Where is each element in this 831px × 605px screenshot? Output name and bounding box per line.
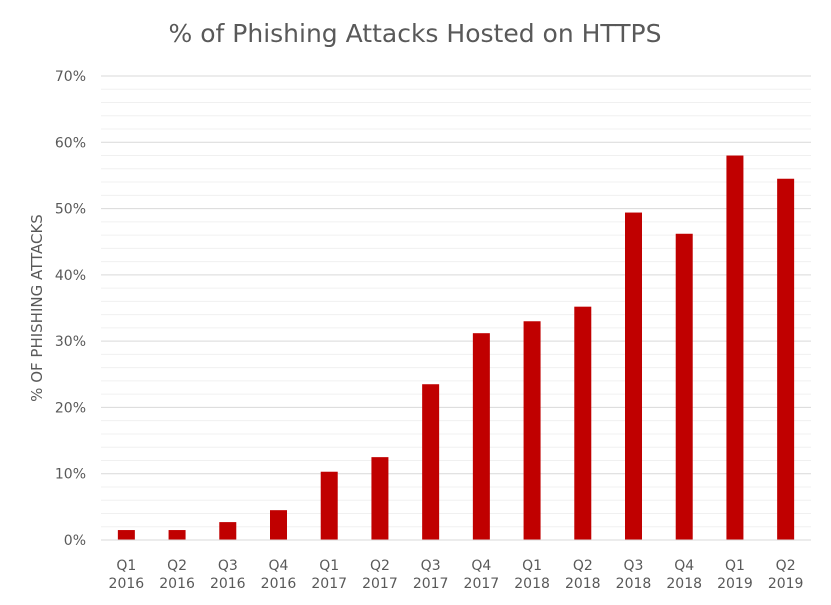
- y-tick-label: 60%: [55, 135, 86, 151]
- bar: [422, 384, 440, 540]
- x-tick-label: Q4 2017: [464, 558, 500, 592]
- x-tick-label: Q1 2018: [514, 558, 550, 592]
- x-tick-label: Q1 2019: [717, 558, 753, 592]
- y-axis-ticks: 0% 10% 20% 30% 40% 50% 60% 70%: [55, 69, 86, 549]
- x-tick-label: Q3 2018: [616, 558, 652, 592]
- bar: [270, 510, 287, 540]
- bar: [777, 178, 795, 540]
- x-tick-label: Q1 2016: [109, 558, 145, 592]
- bar: [726, 155, 744, 541]
- bar: [117, 530, 135, 540]
- y-tick-label: 50%: [55, 202, 86, 218]
- bar: [472, 333, 490, 540]
- bar: [371, 457, 389, 540]
- bar: [625, 212, 642, 540]
- x-tick-label: Q1 2017: [311, 558, 347, 592]
- x-tick-label: Q3 2017: [413, 558, 449, 592]
- y-tick-label: 20%: [55, 400, 86, 416]
- bar: [168, 530, 186, 540]
- y-tick-label: 40%: [55, 268, 86, 284]
- chart-title: % of Phishing Attacks Hosted on HTTPS: [169, 19, 662, 48]
- bars: [117, 155, 795, 541]
- bar: [523, 321, 541, 540]
- x-tick-label: Q2 2016: [159, 558, 195, 592]
- bar: [219, 522, 237, 540]
- bar: [574, 306, 592, 540]
- y-axis-label: % OF PHISHING ATTACKS: [28, 214, 46, 402]
- bar: [320, 471, 338, 540]
- x-tick-label: Q2 2019: [768, 558, 804, 592]
- y-tick-label: 10%: [55, 467, 86, 483]
- x-tick-label: Q4 2018: [666, 558, 702, 592]
- x-axis-ticks: Q1 2016 Q2 2016 Q3 2016 Q4 2016 Q1 2017 Q2 2017 Q3 20…: [109, 558, 804, 592]
- x-tick-label: Q4 2016: [261, 558, 297, 592]
- gridlines: [101, 75, 811, 541]
- bar: [675, 233, 693, 540]
- x-tick-label: Q2 2017: [362, 558, 398, 592]
- x-tick-label: Q3 2016: [210, 558, 246, 592]
- x-tick-label: Q2 2018: [565, 558, 601, 592]
- y-tick-label: 30%: [55, 334, 86, 350]
- y-tick-label: 70%: [55, 69, 86, 85]
- y-tick-label: 0%: [64, 533, 86, 549]
